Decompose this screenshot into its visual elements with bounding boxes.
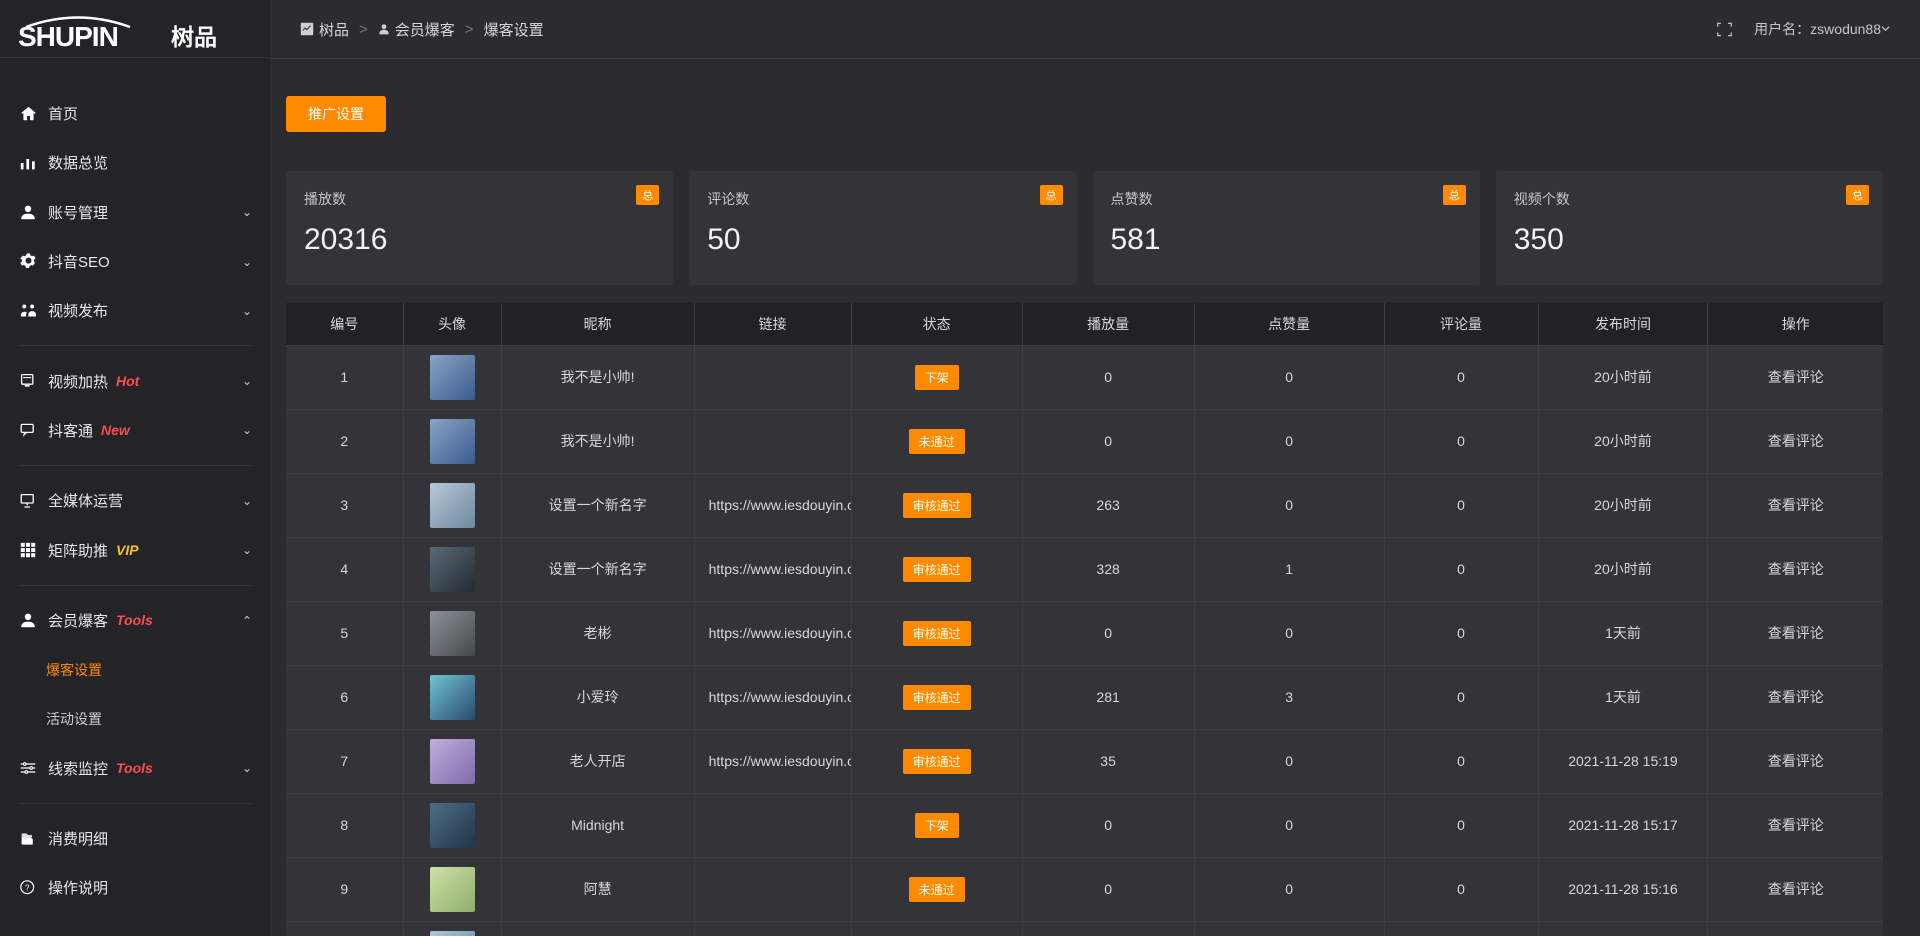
- svg-text:树品: 树品: [171, 24, 217, 50]
- svg-text:SHUPIN: SHUPIN: [18, 21, 118, 50]
- svg-text:?: ?: [25, 883, 30, 892]
